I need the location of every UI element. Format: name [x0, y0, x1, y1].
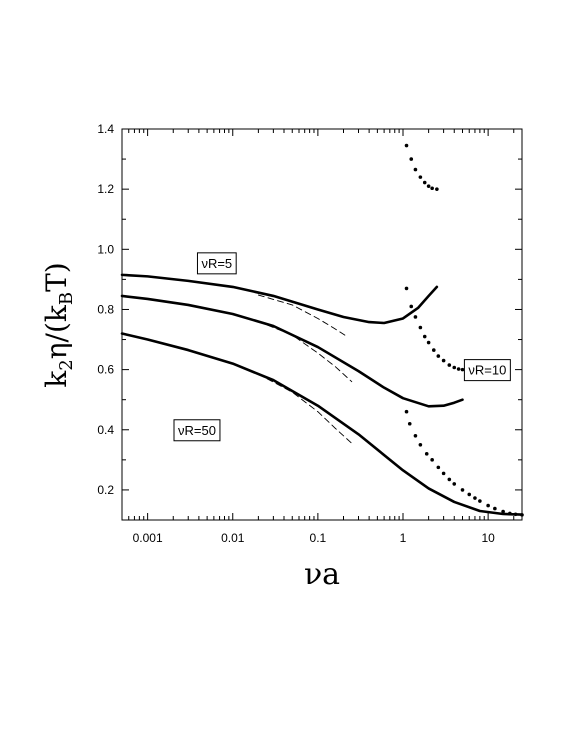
x-tick-label-4: 10	[481, 531, 495, 545]
series-7-point-2	[413, 315, 418, 319]
series-8-point-17	[508, 511, 512, 516]
series-4-line	[257, 321, 353, 383]
series-7-point-9	[447, 363, 452, 367]
annotation-box-2: νR=50	[173, 419, 221, 442]
y-axis-title: k2η/(kBT)	[40, 262, 77, 387]
series-8-point-11	[467, 492, 472, 497]
series-8-point-8	[447, 477, 452, 482]
series-7-point-0	[404, 286, 409, 291]
y-tick-label-3: 0.8	[97, 302, 114, 316]
y-tick-label-6: 1.4	[97, 122, 114, 136]
series-8-point-19	[520, 513, 524, 517]
plot-frame	[121, 128, 523, 521]
annotation-layer: νR=5 νR=10 νR=50	[173, 252, 511, 442]
series-7-point-1	[409, 304, 414, 309]
series-6-point-7	[435, 187, 439, 191]
annotation-box-1: νR=10	[463, 359, 511, 382]
series-8-point-3	[418, 443, 423, 447]
y-tick-label-5: 1.2	[97, 182, 114, 196]
y-axis-title-sub2: 2	[56, 359, 77, 370]
series-7-point-11	[456, 367, 461, 371]
series-6-point-5	[426, 184, 431, 188]
series-1-line	[120, 294, 464, 408]
series-3-line	[257, 294, 348, 337]
series-7-point-6	[431, 348, 436, 352]
series-8-point-16	[501, 509, 505, 514]
series-7-point-10	[452, 365, 457, 370]
series-8-point-12	[473, 496, 477, 500]
annotation-label-1: νR=10	[468, 363, 506, 378]
series-6-point-3	[418, 175, 423, 179]
series-6-point-6	[430, 186, 434, 191]
series-8-point-15	[493, 506, 497, 511]
annotation-box-0: νR=5	[196, 252, 237, 275]
series-8-point-5	[430, 458, 434, 462]
y-tick-label-1: 0.4	[97, 423, 114, 437]
y-axis-title-eta: η/(k	[40, 304, 73, 359]
series-8-point-1	[407, 421, 412, 426]
ticks-layer: 0.001 0.01 0.1 1 10 0.2 0.4 0.6 0.8 1.0 1.2 1.4	[97, 122, 522, 545]
annotation-frame-1	[463, 359, 511, 382]
annotation-frame-0	[196, 252, 237, 275]
series-2-line	[120, 332, 524, 516]
series-8-point-0	[404, 409, 409, 414]
series-6-point-0	[404, 143, 409, 148]
annotation-label-2: νR=50	[178, 423, 216, 438]
x-tick-label-3: 1	[400, 531, 407, 545]
series-6-point-4	[422, 180, 427, 185]
series-8-point-2	[413, 433, 418, 438]
series-8-point-6	[436, 465, 441, 470]
series-6-point-2	[413, 167, 418, 172]
series-7-point-7	[436, 354, 441, 358]
series-7-point-8	[441, 358, 446, 363]
y-tick-label-2: 0.6	[97, 363, 114, 377]
y-tick-label-0: 0.2	[97, 483, 114, 497]
y-axis-title-subB: B	[56, 292, 77, 305]
series-7-point-12	[460, 367, 465, 372]
y-axis-title-tail: T)	[40, 262, 73, 292]
x-tick-label-2: 0.1	[310, 531, 327, 545]
series-8-point-14	[486, 503, 490, 508]
series-7-point-5	[426, 340, 431, 345]
series-8-point-18	[513, 512, 518, 517]
annotation-label-0: νR=5	[201, 256, 232, 271]
series-8-point-9	[452, 482, 457, 486]
series-8-point-4	[424, 452, 429, 456]
series-7-point-4	[422, 334, 427, 339]
y-axis-title-k: k	[40, 370, 73, 388]
series-5-line	[257, 373, 353, 444]
series-8-point-13	[478, 499, 482, 503]
series-6-point-1	[409, 157, 414, 161]
series-8-point-7	[441, 471, 446, 476]
y-tick-label-4: 1.0	[97, 242, 114, 256]
series-7-point-3	[418, 325, 423, 330]
series-0-line	[120, 273, 439, 325]
x-tick-label-1: 0.01	[221, 531, 245, 545]
x-tick-label-0: 0.001	[133, 531, 163, 545]
series-layer	[120, 143, 524, 517]
annotation-frame-2	[173, 419, 221, 442]
x-axis-title: νa	[304, 557, 340, 592]
series-8-point-10	[460, 488, 465, 492]
